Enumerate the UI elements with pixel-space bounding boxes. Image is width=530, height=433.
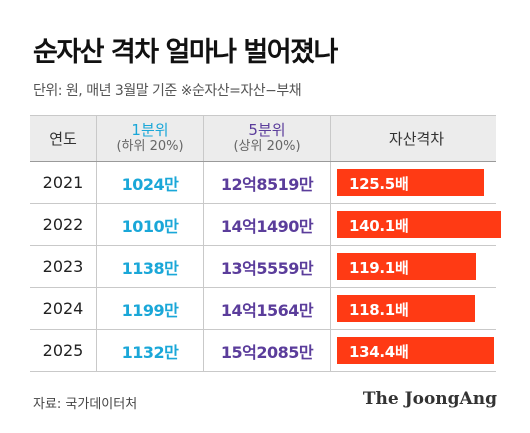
table-row: 2023 1138만 13억5559만 119.1배 [30,245,496,288]
bottom-quintile-value: 1024만 [96,161,204,204]
header-bottom-quintile-label: 1분위 [131,121,169,139]
gap-bar-label: 134.4배 [349,343,409,361]
table-row: 2024 1199만 14억1564만 118.1배 [30,287,496,330]
header-year: 연도 [30,115,97,162]
top-quintile-value: 14억1564만 [203,287,331,330]
header-bottom-quintile: 1분위 (하위 20%) [96,115,204,162]
gap-bar-label: 125.5배 [349,175,409,193]
gap-cell: 125.5배 [330,161,496,204]
header-top-quintile-sub: (상위 20%) [233,139,301,154]
top-quintile-value: 14억1490만 [203,203,331,246]
bottom-quintile-value: 1132만 [96,329,204,372]
asset-gap-table: 연도 1분위 (하위 20%) 5분위 (상위 20%) 자산격차 2021 10… [30,115,501,372]
top-quintile-value: 13억5559만 [203,245,331,288]
gap-bar-label: 119.1배 [349,259,409,277]
header-asset-gap: 자산격차 [330,115,496,162]
top-quintile-value: 12억8519만 [203,161,331,204]
year-cell: 2022 [30,203,97,246]
gap-cell: 134.4배 [330,329,496,372]
header-bottom-quintile-sub: (하위 20%) [116,139,184,154]
gap-cell: 118.1배 [330,287,496,330]
gap-bar: 140.1배 [337,211,501,238]
chart-subtitle: 단위: 원, 매년 3월말 기준 ※순자산=자산−부채 [33,83,302,99]
year-cell: 2023 [30,245,97,288]
gap-bar-label: 140.1배 [349,217,409,235]
table-row: 2021 1024만 12억8519만 125.5배 [30,161,496,204]
year-cell: 2025 [30,329,97,372]
brand-logo: The JoongAng [362,389,497,409]
table-row: 2022 1010만 14억1490만 140.1배 [30,203,501,246]
bottom-quintile-value: 1010만 [96,203,204,246]
source-note: 자료: 국가데이터처 [33,397,138,412]
top-quintile-value: 15억2085만 [203,329,331,372]
year-cell: 2021 [30,161,97,204]
gap-bar: 125.5배 [337,169,484,196]
header-top-quintile: 5분위 (상위 20%) [203,115,331,162]
gap-cell: 119.1배 [330,245,496,288]
bottom-quintile-value: 1138만 [96,245,204,288]
table-row: 2025 1132만 15억2085만 134.4배 [30,329,496,372]
year-cell: 2024 [30,287,97,330]
gap-bar: 119.1배 [337,253,476,280]
gap-bar: 134.4배 [337,337,494,364]
table-header-row: 연도 1분위 (하위 20%) 5분위 (상위 20%) 자산격차 [30,115,496,162]
chart-title: 순자산 격차 얼마나 벌어졌나 [33,37,338,68]
gap-cell: 140.1배 [330,203,501,246]
bottom-quintile-value: 1199만 [96,287,204,330]
header-top-quintile-label: 5분위 [248,121,286,139]
gap-bar: 118.1배 [337,295,475,322]
gap-bar-label: 118.1배 [349,301,409,319]
